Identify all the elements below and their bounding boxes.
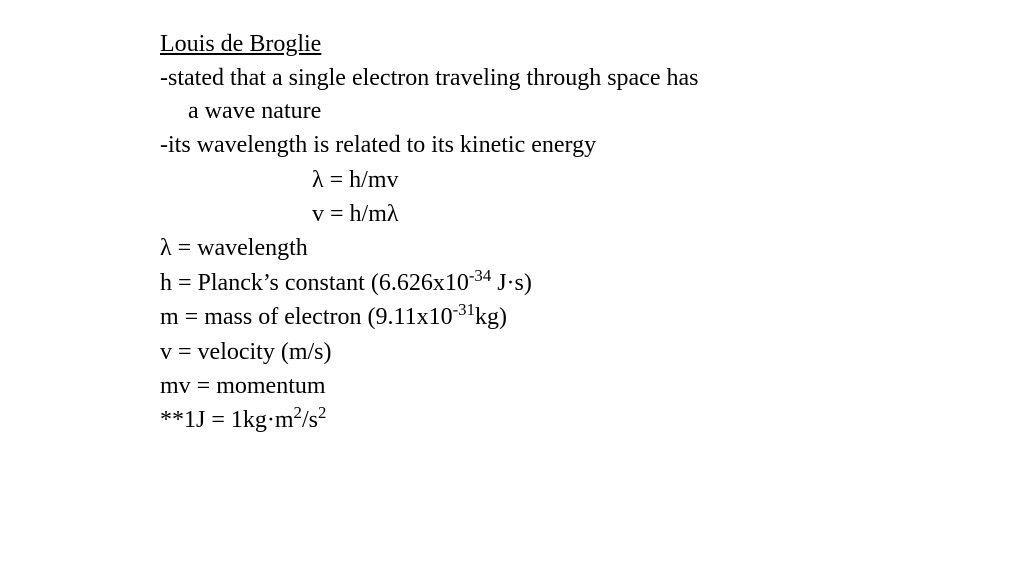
definition-m-post: kg) [475, 304, 507, 330]
slide-title: Louis de Broglie [160, 28, 864, 60]
definition-h: h = Planck’s constant (6.626x10-34 J·s) [160, 267, 864, 299]
definition-m-exp: -31 [453, 300, 475, 319]
definition-h-exp: -34 [469, 266, 491, 285]
definition-m: m = mass of electron (9.11x10-31kg) [160, 301, 864, 333]
slide-body: Louis de Broglie -stated that a single e… [0, 0, 1024, 437]
bullet-1-line-1: -stated that a single electron traveling… [160, 62, 864, 94]
definition-m-pre: m = mass of electron (9.11x10 [160, 304, 453, 330]
equation-velocity: v = h/mλ [160, 198, 864, 230]
definition-lambda: λ = wavelength [160, 232, 864, 264]
joule-note: **1J = 1kg·m2/s2 [160, 404, 864, 436]
equation-lambda: λ = h/mv [160, 164, 864, 196]
joule-mid: /s [302, 407, 318, 433]
joule-exp-2: 2 [318, 403, 326, 422]
bullet-1-line-2: a wave nature [160, 95, 864, 127]
definition-h-post: J·s) [491, 270, 532, 296]
bullet-2: -its wavelength is related to its kineti… [160, 129, 864, 161]
definition-h-pre: h = Planck’s constant (6.626x10 [160, 270, 469, 296]
definition-v: v = velocity (m/s) [160, 336, 864, 368]
joule-pre: **1J = 1kg·m [160, 407, 294, 433]
joule-exp-1: 2 [294, 403, 302, 422]
definition-mv: mv = momentum [160, 370, 864, 402]
